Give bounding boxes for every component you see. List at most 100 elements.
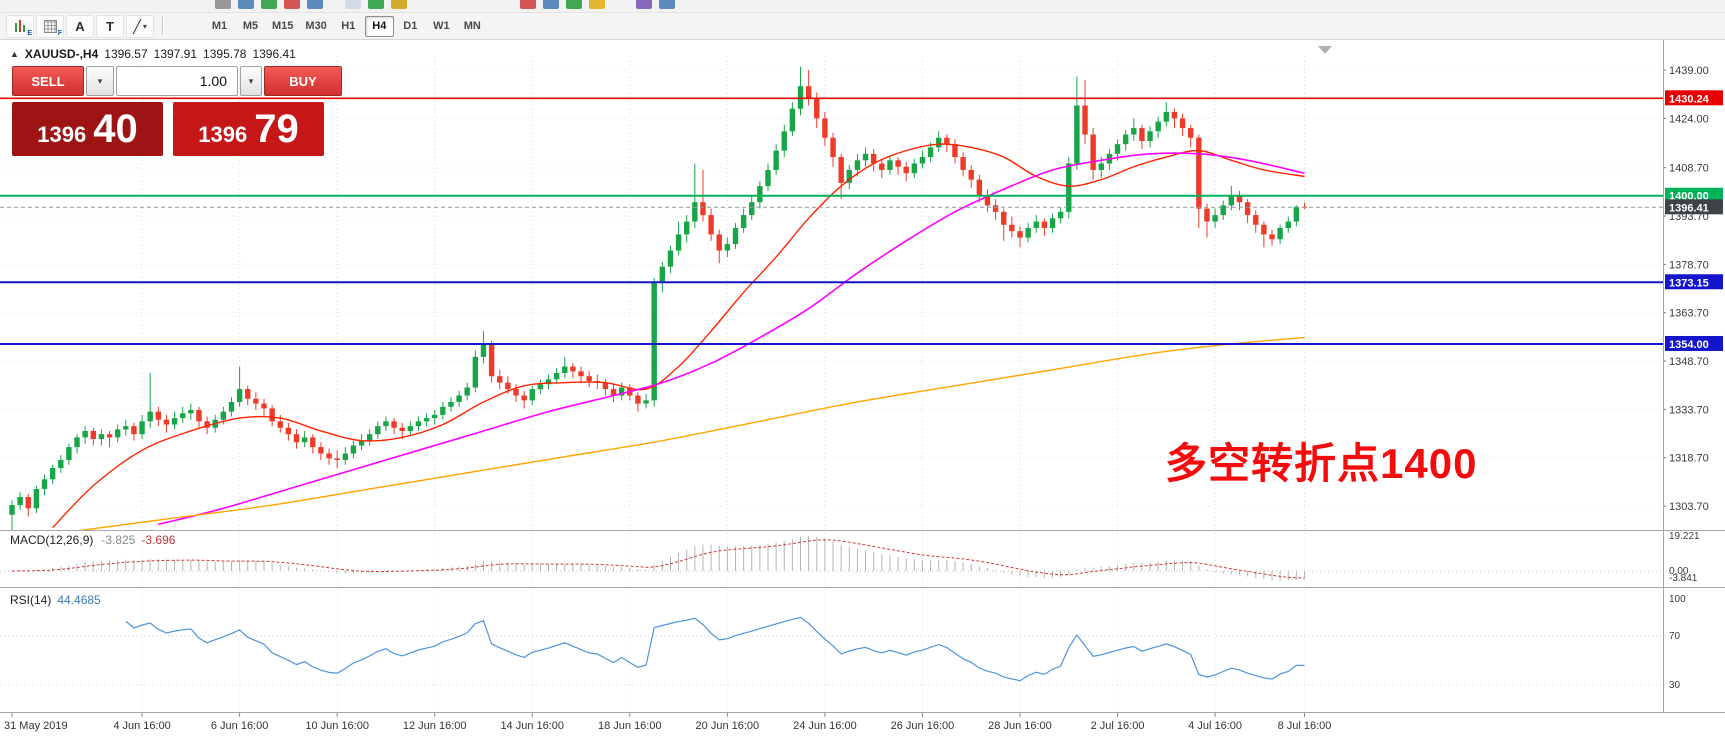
svg-text:6 Jun 16:00: 6 Jun 16:00 xyxy=(211,720,269,732)
svg-text:28 Jun 16:00: 28 Jun 16:00 xyxy=(988,720,1052,732)
svg-text:1378.70: 1378.70 xyxy=(1669,259,1709,271)
toolbar-icon[interactable] xyxy=(238,0,254,9)
text-annotation-icon[interactable]: A xyxy=(66,14,94,38)
svg-text:26 Jun 16:00: 26 Jun 16:00 xyxy=(891,720,955,732)
macd-value-signal: -3.696 xyxy=(141,533,176,547)
chart-template-icon[interactable]: E xyxy=(6,14,34,38)
toolbar-icon[interactable] xyxy=(261,0,277,9)
sell-options-dropdown[interactable]: ▾ xyxy=(86,66,114,96)
text-box-icon-glyph: T xyxy=(106,18,114,34)
svg-text:31 May 2019: 31 May 2019 xyxy=(4,720,68,732)
buy-price-base: 1396 xyxy=(198,122,248,147)
svg-text:1303.70: 1303.70 xyxy=(1669,501,1709,513)
volume-input[interactable] xyxy=(116,66,238,96)
toolbar-icon[interactable] xyxy=(566,0,582,9)
timeframe-group: M1 M5 M15 M30 H1 H4 D1 W1 MN xyxy=(204,15,488,37)
ohlc-open: 1396.57 xyxy=(104,47,148,61)
line-studies-icon[interactable]: ╱ ▾ xyxy=(126,14,154,38)
ohlc-low: 1395.78 xyxy=(203,47,247,61)
svg-text:30: 30 xyxy=(1669,680,1681,691)
toolbar-icon[interactable] xyxy=(391,0,407,9)
chart-canvas[interactable]: 1439.001424.001408.701393.701378.701363.… xyxy=(0,40,1725,745)
timeframe-button-h1[interactable]: H1 xyxy=(334,16,363,37)
caret-down-icon: ▾ xyxy=(97,75,103,86)
svg-text:1439.00: 1439.00 xyxy=(1669,65,1709,77)
macd-params: MACD(12,26,9) xyxy=(10,533,94,547)
collapse-arrow-icon[interactable]: ▲ xyxy=(10,49,19,59)
timeframe-button-d1[interactable]: D1 xyxy=(396,16,425,37)
svg-text:1333.70: 1333.70 xyxy=(1669,404,1709,416)
svg-text:20 Jun 16:00: 20 Jun 16:00 xyxy=(696,720,760,732)
rsi-label: RSI(14) 44.4685 xyxy=(10,593,101,607)
icon-subscript: F xyxy=(57,29,62,37)
chart-tools-group: E F A T ╱ ▾ xyxy=(5,14,155,38)
top-toolbar-strip xyxy=(0,0,1725,13)
svg-text:4 Jun 16:00: 4 Jun 16:00 xyxy=(113,720,171,732)
timeframe-button-h4[interactable]: H4 xyxy=(364,15,394,37)
svg-text:10 Jun 16:00: 10 Jun 16:00 xyxy=(305,720,369,732)
rsi-params: RSI(14) xyxy=(10,593,52,607)
sell-price-base: 1396 xyxy=(37,122,87,147)
caret-down-icon: ▾ xyxy=(248,75,254,86)
toolbar-icon[interactable] xyxy=(636,0,652,9)
svg-text:1396.41: 1396.41 xyxy=(1669,202,1709,214)
chart-window: 1439.00 1424.00 1408.70 1393.70 1378.70 1363.… xyxy=(0,40,1725,745)
svg-text:70: 70 xyxy=(1669,631,1681,642)
svg-text:1318.70: 1318.70 xyxy=(1669,453,1709,465)
timeframe-button-mn[interactable]: MN xyxy=(458,16,487,37)
timeframe-button-m30[interactable]: M30 xyxy=(300,16,331,37)
symbol-period-label: XAUUSD-,H4 xyxy=(24,47,99,61)
svg-text:24 Jun 16:00: 24 Jun 16:00 xyxy=(793,720,857,732)
toolbar-icon[interactable] xyxy=(368,0,384,9)
timeframe-button-m1[interactable]: M1 xyxy=(205,16,234,37)
grid-icon[interactable]: F xyxy=(36,14,64,38)
svg-text:1430.24: 1430.24 xyxy=(1669,93,1710,105)
buy-price-pips: 79 xyxy=(254,107,299,151)
svg-text:4 Jul 16:00: 4 Jul 16:00 xyxy=(1188,720,1242,732)
timeframe-button-m15[interactable]: M15 xyxy=(267,16,298,37)
toolbar-icon[interactable] xyxy=(215,0,231,9)
toolbar-icon[interactable] xyxy=(520,0,536,9)
ohlc-close: 1396.41 xyxy=(252,47,296,61)
svg-text:1408.70: 1408.70 xyxy=(1669,163,1709,175)
icon-subscript: E xyxy=(27,29,32,37)
buy-price-display[interactable]: 1396 79 xyxy=(173,102,324,156)
svg-text:18 Jun 16:00: 18 Jun 16:00 xyxy=(598,720,662,732)
svg-text:14 Jun 16:00: 14 Jun 16:00 xyxy=(500,720,564,732)
toolbar-icon[interactable] xyxy=(345,0,361,9)
caret-down-icon: ▾ xyxy=(142,21,147,31)
macd-value-main: -3.825 xyxy=(101,533,136,547)
sell-price-display[interactable]: 1396 40 xyxy=(12,102,163,156)
buy-button[interactable]: BUY xyxy=(264,66,342,96)
timeframe-button-m5[interactable]: M5 xyxy=(236,16,265,37)
toolbar-icon[interactable] xyxy=(284,0,300,9)
toolbar-icon[interactable] xyxy=(543,0,559,9)
one-click-trading-panel: SELL ▾ ▾ BUY 1396 40 1396 79 xyxy=(12,66,342,156)
chart-symbol-line: ▲ XAUUSD-,H4 1396.57 1397.91 1395.78 139… xyxy=(10,47,296,61)
svg-text:2 Jul 16:00: 2 Jul 16:00 xyxy=(1091,720,1145,732)
svg-text:12 Jun 16:00: 12 Jun 16:00 xyxy=(403,720,467,732)
sell-price-pips: 40 xyxy=(93,107,138,151)
rsi-value: 44.4685 xyxy=(57,593,101,607)
timeframe-button-w1[interactable]: W1 xyxy=(427,16,456,37)
candlestick-glyph xyxy=(14,20,26,32)
line-studies-icon-glyph: ╱ xyxy=(133,18,141,34)
sell-button[interactable]: SELL xyxy=(12,66,84,96)
text-box-icon[interactable]: T xyxy=(96,14,124,38)
svg-text:8 Jul 16:00: 8 Jul 16:00 xyxy=(1278,720,1332,732)
text-annotation-icon-glyph: A xyxy=(75,18,85,34)
toolbar: E F A T ╱ ▾ M1 M5 M15 M30 H1 H4 D1 W1 MN xyxy=(0,13,1725,40)
macd-label: MACD(12,26,9) -3.825 -3.696 xyxy=(10,533,175,547)
svg-text:1348.70: 1348.70 xyxy=(1669,356,1709,368)
toolbar-separator xyxy=(162,17,163,35)
toolbar-icon[interactable] xyxy=(589,0,605,9)
toolbar-icon[interactable] xyxy=(307,0,323,9)
toolbar-icon[interactable] xyxy=(659,0,675,9)
annotation-text: 多空转折点1400 xyxy=(1165,440,1478,487)
svg-text:19.221: 19.221 xyxy=(1669,531,1700,542)
svg-text:1363.70: 1363.70 xyxy=(1669,308,1709,320)
svg-text:100: 100 xyxy=(1669,594,1686,605)
svg-text:1424.00: 1424.00 xyxy=(1669,113,1709,125)
svg-text:1373.15: 1373.15 xyxy=(1669,277,1709,289)
volume-dropdown[interactable]: ▾ xyxy=(240,66,262,96)
